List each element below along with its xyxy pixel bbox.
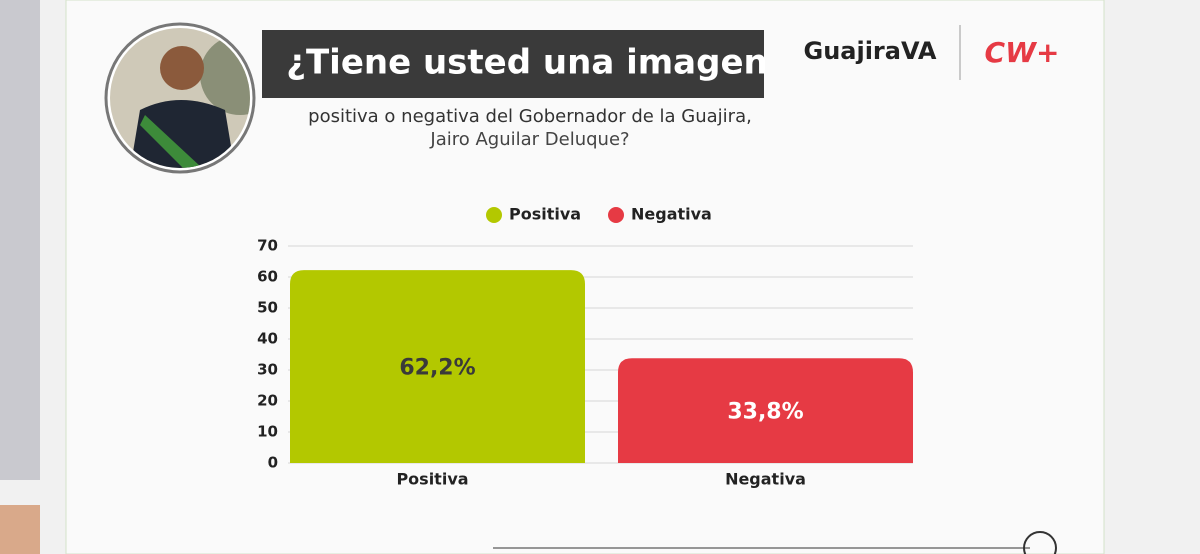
bar xyxy=(618,358,913,463)
subtitle: Jairo Aguilar Deluque? xyxy=(429,129,629,150)
value-label: 33,8% xyxy=(727,400,803,425)
y-tick-label: 0 xyxy=(268,454,278,472)
legend-swatch xyxy=(486,207,502,223)
legend-label: Positiva xyxy=(509,205,581,224)
subtitle: positiva o negativa del Gobernador de la… xyxy=(308,106,752,127)
legend-swatch xyxy=(608,207,624,223)
arrow-icon xyxy=(1023,531,1057,554)
y-tick-label: 50 xyxy=(257,299,278,317)
y-tick-label: 60 xyxy=(257,268,278,286)
title-box xyxy=(262,30,764,98)
y-tick-label: 70 xyxy=(257,237,278,255)
x-tick-label: Negativa xyxy=(725,470,806,489)
side-photo xyxy=(0,505,40,554)
logo: GuajiraVA xyxy=(804,37,937,65)
y-tick-label: 40 xyxy=(257,330,278,348)
side-photo xyxy=(0,0,40,480)
legend-label: Negativa xyxy=(631,205,712,224)
x-tick-label: Positiva xyxy=(396,470,468,489)
title: ¿Tiene usted una imagen xyxy=(286,43,767,83)
value-label: 62,2% xyxy=(399,356,475,381)
y-tick-label: 20 xyxy=(257,392,278,410)
logo: CW+ xyxy=(985,36,1060,69)
bar xyxy=(290,270,585,463)
photo xyxy=(110,28,250,168)
y-tick-label: 30 xyxy=(257,361,278,379)
y-tick-label: 10 xyxy=(257,423,278,441)
